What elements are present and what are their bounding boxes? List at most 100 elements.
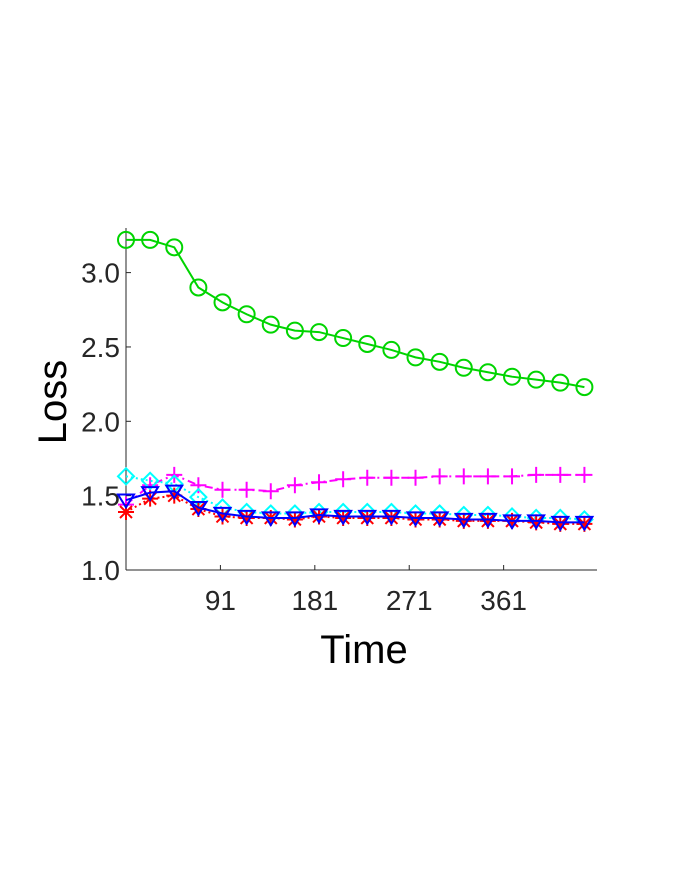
data-point	[358, 334, 377, 353]
data-point	[236, 509, 257, 526]
data-point	[431, 511, 448, 528]
data-point	[382, 340, 401, 359]
data-point	[141, 230, 160, 249]
data-point	[429, 511, 450, 528]
series-2	[118, 466, 593, 513]
x-tick-label: 181	[291, 585, 338, 616]
data-point	[383, 509, 400, 526]
data-point	[309, 508, 329, 525]
data-point	[164, 484, 185, 501]
tick-labels: 91 181 271 361 1.0 1.5 2.0 2.5 3.0	[81, 258, 527, 616]
data-point	[214, 508, 231, 525]
data-point	[190, 477, 207, 494]
data-point	[502, 514, 522, 531]
x-tick-label: 91	[205, 585, 236, 616]
data-point	[285, 321, 304, 340]
data-point	[238, 509, 255, 526]
series-line	[125, 475, 585, 521]
data-point	[359, 469, 376, 486]
data-point	[333, 509, 353, 526]
data-point	[165, 238, 184, 257]
data-point	[574, 515, 595, 532]
series-line	[125, 473, 585, 506]
data-point	[479, 468, 496, 485]
data-point	[455, 512, 472, 529]
y-axis-title: Loss	[31, 360, 75, 445]
data-point	[310, 323, 329, 342]
data-point	[212, 506, 233, 523]
data-point	[478, 512, 498, 529]
data-point	[286, 477, 303, 494]
data-point	[576, 515, 593, 532]
data-point	[406, 348, 425, 367]
series-1	[117, 230, 594, 397]
data-point	[142, 477, 159, 494]
series-layer	[116, 230, 595, 532]
data-point	[550, 515, 571, 532]
data-point	[117, 230, 135, 249]
data-point	[528, 466, 545, 483]
data-point	[189, 278, 208, 297]
data-point	[118, 504, 134, 521]
data-point	[335, 509, 352, 526]
data-point	[405, 511, 426, 528]
data-point	[407, 469, 424, 486]
data-point	[479, 512, 496, 529]
data-point	[286, 511, 303, 528]
data-point	[334, 329, 353, 348]
data-point	[504, 468, 521, 485]
data-point	[214, 481, 231, 498]
data-point	[381, 509, 402, 526]
data-point	[357, 509, 378, 526]
series-line	[126, 238, 585, 389]
data-point	[575, 378, 594, 397]
data-point	[359, 509, 376, 526]
data-point	[335, 471, 352, 488]
y-axis-title-group: Loss	[31, 360, 75, 445]
data-point	[262, 483, 279, 500]
data-point	[238, 481, 255, 498]
y-tick-label: 2.0	[81, 406, 120, 437]
data-point	[166, 487, 183, 504]
data-point	[526, 514, 546, 531]
series-5	[116, 484, 595, 532]
data-point	[453, 512, 474, 529]
y-tick-label: 1.0	[81, 555, 120, 586]
data-point	[383, 469, 400, 486]
x-tick-label: 271	[386, 585, 433, 616]
data-point	[552, 466, 569, 483]
series-3	[116, 466, 594, 529]
data-point	[551, 373, 570, 392]
data-point	[454, 358, 473, 377]
data-point	[261, 315, 280, 334]
data-point	[140, 471, 160, 491]
data-point	[552, 515, 569, 532]
data-point	[527, 370, 546, 389]
y-tick-label: 3.0	[81, 258, 120, 289]
data-point	[407, 511, 424, 528]
data-point	[213, 293, 232, 312]
data-point	[260, 511, 281, 528]
x-axis-title: Time	[320, 628, 407, 672]
data-point	[285, 511, 305, 528]
data-point	[431, 468, 448, 485]
series-4	[118, 487, 593, 532]
data-point	[190, 501, 207, 518]
data-point	[455, 468, 472, 485]
x-tick-label: 361	[480, 585, 527, 616]
data-point	[311, 508, 328, 525]
data-point	[188, 500, 209, 517]
data-point	[237, 305, 256, 324]
data-point	[503, 367, 522, 386]
y-tick-label: 1.5	[81, 481, 120, 512]
data-point	[478, 363, 497, 382]
data-point	[528, 514, 545, 531]
data-point	[430, 352, 449, 371]
data-point	[140, 486, 160, 502]
data-point	[116, 466, 136, 486]
data-point	[116, 493, 136, 510]
y-tick-label: 2.5	[81, 332, 120, 363]
data-point	[576, 466, 593, 483]
data-point	[311, 474, 328, 491]
